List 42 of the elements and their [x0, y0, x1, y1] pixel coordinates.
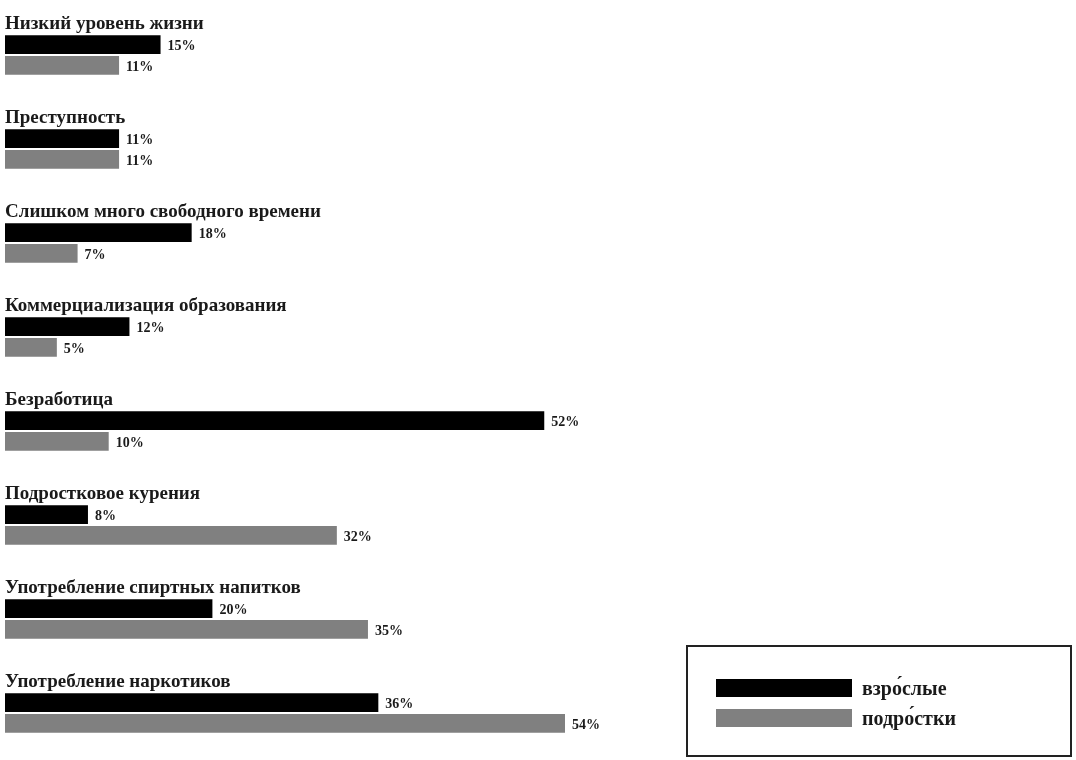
data-label: 20% — [219, 602, 248, 618]
bar — [5, 35, 161, 54]
bar — [5, 244, 78, 263]
bar — [5, 56, 120, 75]
data-label: 5% — [63, 340, 85, 356]
data-label: 18% — [198, 226, 227, 242]
data-label: 11% — [126, 152, 154, 168]
bar — [5, 505, 88, 524]
data-label: 36% — [385, 696, 414, 712]
data-label: 32% — [343, 528, 372, 544]
bar — [5, 223, 192, 242]
y-tick-label: Употребление спиртных напитков — [5, 576, 301, 598]
bar — [5, 620, 368, 639]
y-tick-label: Слишком много свободного времени — [5, 200, 321, 222]
data-label: 11% — [126, 58, 154, 74]
y-tick-label: Преступность — [5, 106, 126, 128]
data-label: 11% — [126, 132, 154, 148]
y-tick-label: Безработица — [5, 388, 114, 410]
bar — [5, 338, 57, 357]
bar — [5, 129, 120, 148]
data-label: 7% — [84, 246, 106, 262]
y-tick-label: Коммерциализация образования — [5, 294, 287, 316]
bar — [5, 526, 337, 545]
y-tick-label: Низкий уровень жизни — [5, 12, 204, 34]
text: подро́стки — [862, 706, 956, 730]
bar — [5, 432, 109, 451]
data-label: 54% — [572, 716, 600, 732]
bar — [5, 714, 565, 733]
bar — [5, 693, 379, 712]
y-tick-label: Подростковое курения — [5, 482, 201, 504]
text: взро́слые — [862, 676, 947, 700]
data-label: 10% — [115, 434, 144, 450]
data-label: 15% — [167, 38, 196, 54]
data-label: 8% — [94, 508, 116, 524]
bar — [5, 599, 213, 618]
data-label: 52% — [551, 414, 580, 430]
data-label: 12% — [136, 320, 165, 336]
bar — [5, 317, 130, 336]
data-label: 35% — [374, 622, 403, 638]
bar — [5, 411, 545, 430]
y-tick-label: Употребление наркотиков — [5, 670, 231, 692]
bar — [5, 150, 120, 169]
